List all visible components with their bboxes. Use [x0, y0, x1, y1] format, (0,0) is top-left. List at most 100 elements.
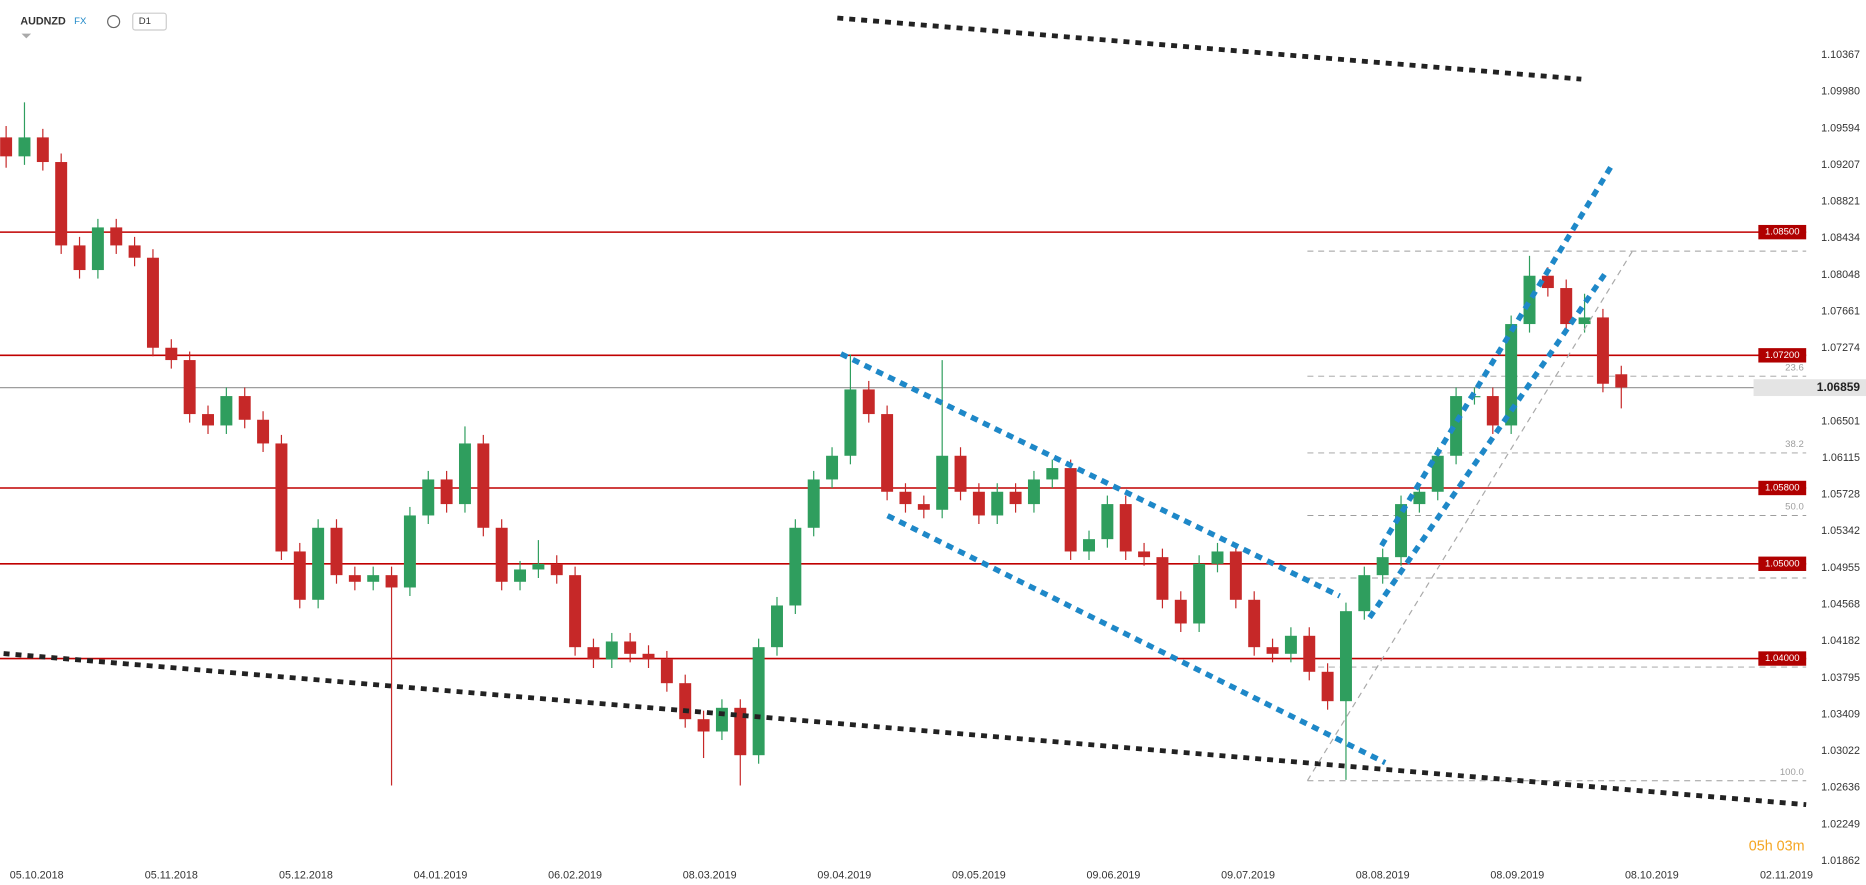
candle-body	[183, 360, 196, 415]
axis-labels: 1.10367 1.09980 1.09594 1.09207 1.08821 1.084…	[10, 49, 1866, 881]
level-label: 1.05800	[1765, 483, 1800, 494]
candle-body	[972, 491, 985, 516]
x-tick-label: 05.10.2018	[10, 869, 64, 881]
y-tick-label: 1.08048	[1821, 269, 1860, 281]
candle-body	[403, 515, 416, 588]
candle-body	[1156, 557, 1169, 600]
candle-body	[1450, 396, 1463, 456]
y-tick-label: 1.09594	[1821, 122, 1860, 134]
candle-body	[1303, 635, 1316, 672]
x-tick-label: 08.10.2019	[1625, 869, 1679, 881]
countdown: 05h 03m	[1749, 838, 1805, 854]
candle-body	[1376, 557, 1389, 576]
y-tick-label: 1.02249	[1821, 818, 1860, 830]
candle-body	[367, 575, 380, 582]
level-label-box	[1758, 556, 1807, 571]
y-tick-label: 1.10367	[1821, 49, 1860, 61]
candle-body	[165, 347, 178, 361]
y-tick-label: 1.05342	[1821, 525, 1860, 537]
market: FX	[74, 16, 87, 27]
timeframe[interactable]: D1	[139, 16, 151, 27]
candle-body	[899, 491, 912, 505]
candle-body	[1486, 396, 1499, 426]
y-tick-label: 1.08821	[1821, 196, 1860, 208]
candle-body	[1431, 455, 1444, 492]
candle-body	[1523, 275, 1536, 325]
candle-body	[1358, 575, 1371, 612]
candle-body	[91, 227, 104, 271]
x-tick-label: 08.09.2019	[1490, 869, 1544, 881]
candle-body	[697, 719, 710, 732]
candle-body	[881, 414, 894, 492]
candle-body	[385, 575, 398, 588]
channel-line	[839, 351, 1341, 599]
candle-body	[1266, 647, 1279, 654]
candle-body	[1046, 468, 1059, 480]
fib-label: 100.0	[1780, 767, 1804, 778]
y-tick-label: 1.05728	[1821, 489, 1860, 501]
candle-body	[1560, 288, 1573, 325]
level-label-box	[1758, 651, 1807, 666]
drawings	[3, 15, 1807, 808]
y-tick-label: 1.04955	[1821, 562, 1860, 574]
candle-body	[422, 479, 435, 516]
candle-body	[991, 491, 1004, 516]
level-label-box	[1758, 224, 1807, 240]
candle-body	[1083, 539, 1095, 552]
symbol[interactable]: AUDNZD	[20, 15, 66, 27]
current-price-label: 1.06859	[1817, 380, 1861, 394]
dropdown-icon[interactable]	[21, 33, 32, 39]
candle-body	[936, 455, 949, 510]
level-label-box	[1758, 348, 1807, 363]
candle-body	[532, 563, 545, 570]
candle-body	[642, 653, 655, 660]
candle-body	[1284, 635, 1297, 654]
timeframe-box[interactable]	[132, 12, 167, 31]
candle-body	[1248, 599, 1261, 648]
candle-body	[1174, 599, 1187, 624]
level-label: 1.04000	[1765, 653, 1800, 664]
candle-body	[440, 479, 453, 505]
fib-trend-line	[1306, 250, 1634, 781]
candle-body	[1339, 611, 1352, 702]
candle-body	[1395, 504, 1408, 558]
candle-body	[348, 575, 361, 582]
candle-body	[220, 396, 233, 426]
x-tick-label: 09.04.2019	[817, 869, 871, 881]
candle-body	[660, 659, 673, 684]
y-tick-label: 1.03409	[1821, 708, 1860, 720]
channel-line	[1367, 271, 1608, 620]
candle-body	[1064, 468, 1077, 552]
candle-body	[18, 137, 31, 157]
candle-body	[257, 419, 270, 444]
candle-body	[1578, 317, 1591, 325]
candle-body	[1193, 563, 1206, 624]
candle-body	[954, 455, 967, 492]
channel-line	[886, 513, 1387, 766]
x-tick-label: 09.07.2019	[1221, 869, 1275, 881]
info-icon[interactable]	[107, 14, 121, 29]
y-tick-label: 1.09980	[1821, 86, 1860, 98]
candle-body	[917, 504, 930, 510]
current-price-box	[1753, 379, 1866, 397]
candle-body	[679, 683, 692, 720]
x-tick-label: 08.03.2019	[683, 869, 737, 881]
candle-body	[275, 443, 288, 552]
y-tick-label: 1.09207	[1821, 159, 1860, 171]
candle-body	[734, 707, 747, 756]
trend-line	[3, 651, 1807, 808]
candle-body	[807, 479, 820, 528]
fib-label: 50.0	[1785, 502, 1804, 513]
candle-body	[771, 605, 783, 648]
fib-label: 38.2	[1785, 439, 1804, 450]
candle-body	[550, 563, 563, 576]
candle-body	[1009, 491, 1022, 505]
candle-body	[36, 137, 49, 163]
channel-line	[1379, 162, 1615, 548]
x-tick-label: 05.12.2018	[279, 869, 333, 881]
y-tick-label: 1.04182	[1821, 635, 1860, 647]
fib-label: 23.6	[1785, 362, 1804, 373]
x-tick-label: 08.08.2019	[1356, 869, 1410, 881]
trend-line	[837, 15, 1582, 82]
